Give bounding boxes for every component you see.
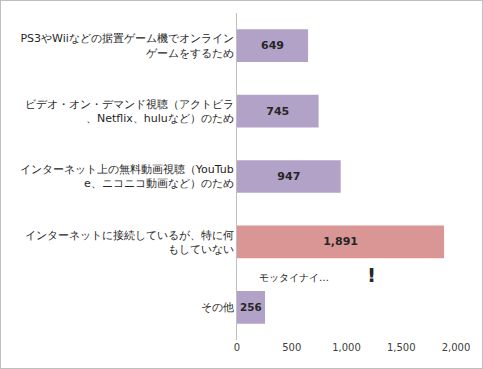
svg-text:947: 947 [277,170,300,183]
svg-text:0: 0 [234,342,240,353]
svg-text:500: 500 [282,342,301,353]
svg-text:その他: その他 [201,301,234,314]
svg-text:1,891: 1,891 [323,235,358,248]
svg-text:!: ! [367,263,376,287]
svg-text:1,500: 1,500 [387,342,416,353]
svg-text:256: 256 [240,301,262,313]
svg-text:745: 745 [266,105,289,118]
svg-text:649: 649 [261,39,284,52]
svg-text:インターネットに接続しているが、特に何もしていない: インターネットに接続しているが、特に何もしていない [25,229,234,256]
svg-text:モッタイナイ…: モッタイナイ… [259,272,329,283]
svg-text:ビデオ・オン・デマンド視聴（アクトビラ、Netflix、hu: ビデオ・オン・デマンド視聴（アクトビラ、Netflix、huluなど）のため [25,98,234,125]
svg-text:2,000: 2,000 [442,342,471,353]
svg-text:1,000: 1,000 [332,342,361,353]
svg-text:インターネット上の無料動画視聴（YouTube、ニコニコ動画: インターネット上の無料動画視聴（YouTube、ニコニコ動画など）のため [20,163,234,190]
svg-text:PS3やWiiなどの据置ゲーム機でオンラインゲームをするため: PS3やWiiなどの据置ゲーム機でオンラインゲームをするため [20,32,233,59]
